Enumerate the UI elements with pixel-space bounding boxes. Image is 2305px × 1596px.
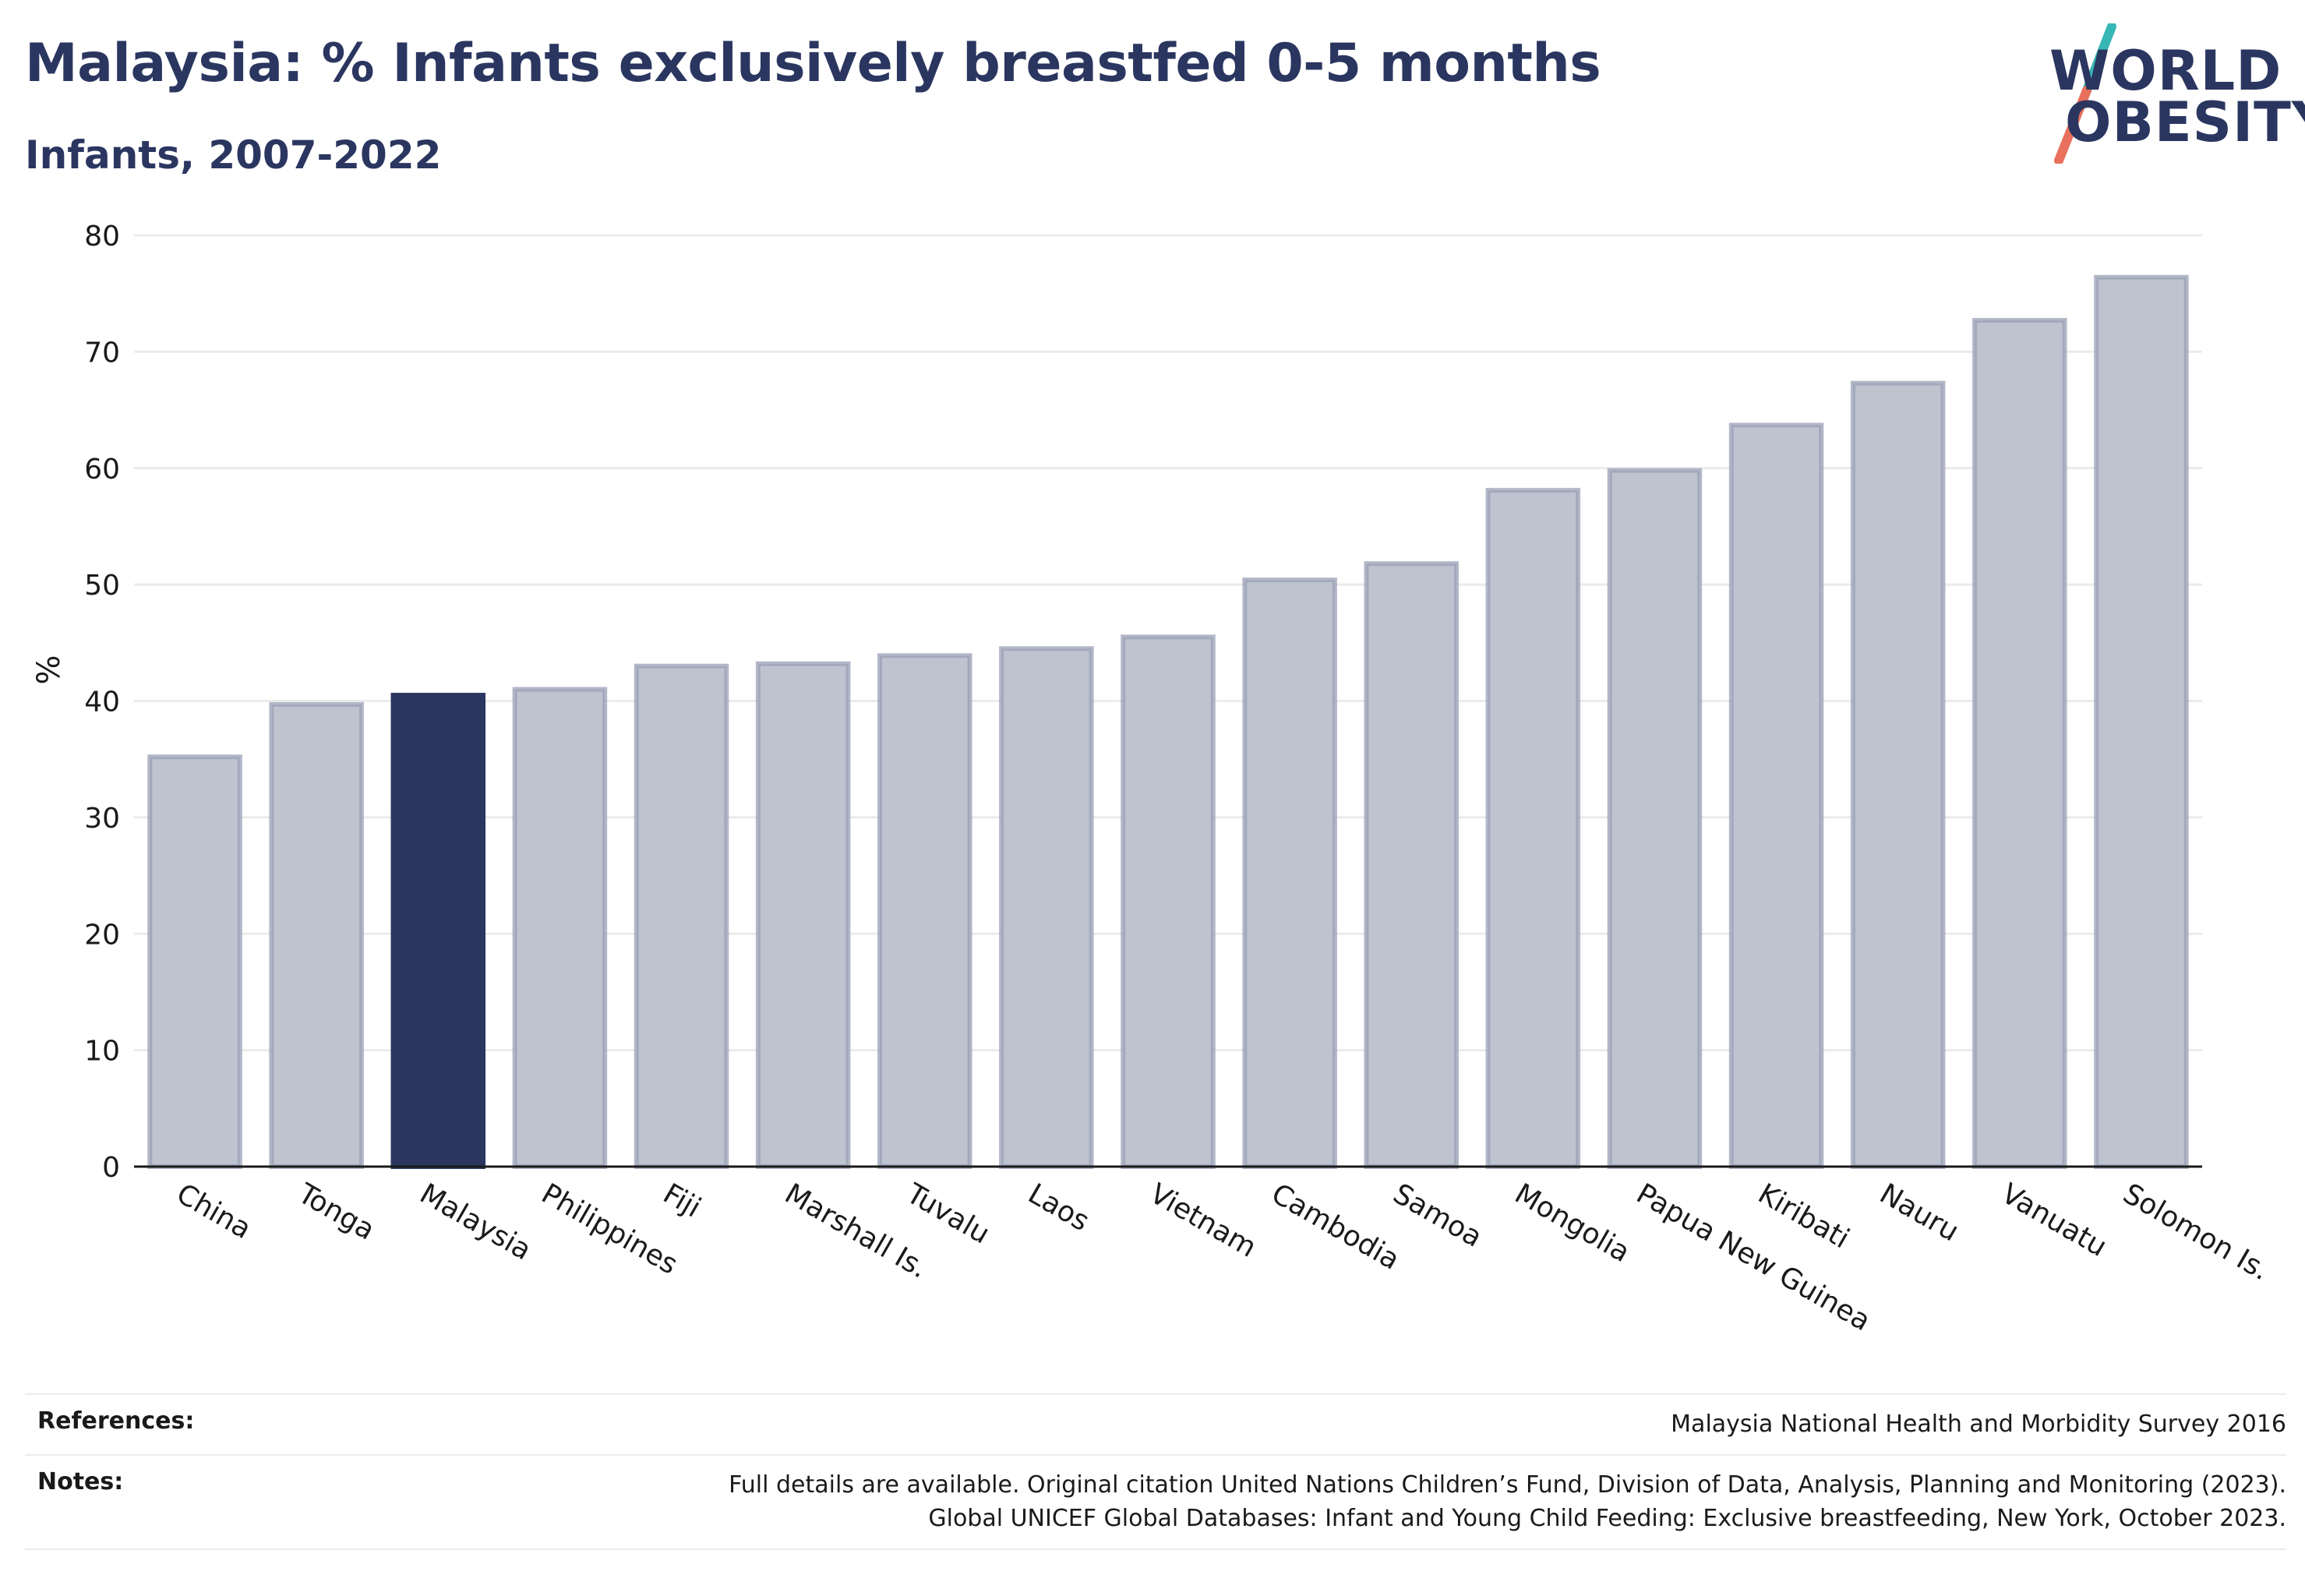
logo-world: WORLD [2049,39,2282,103]
x-tick-label: Malaysia [415,1178,537,1266]
x-tick-label: China [171,1178,257,1245]
x-tick-label: Vietnam [1145,1178,1262,1264]
bar-mongolia [1485,488,1581,1170]
x-tick-label: Nauru [1874,1178,1964,1248]
bar-vietnam [1121,634,1216,1169]
bar-chart: 0 10 20 30 40 50 60 70 80% China Tonga Malaysia Phil… [31,221,2275,1337]
bar-marshall-is [755,661,851,1169]
bar-malaysia [390,693,486,1169]
logo-obesity: OBESITY [2065,90,2305,154]
bar-philippines [512,687,608,1169]
bar-nauru [1850,380,1946,1170]
bar-samoa [1364,561,1459,1169]
bar-vanuatu [1972,318,2067,1170]
bar-papua-new-guinea [1607,468,1703,1169]
x-tick-label: Mongolia [1509,1178,1636,1269]
y-tick-label: 10 [84,1036,120,1068]
x-tick-label: Papua New Guinea [1631,1178,1876,1337]
x-tick-label: Fiji [658,1178,706,1224]
x-tick-label: Laos [1022,1178,1094,1238]
bar-tuvalu [877,653,972,1169]
y-tick-label: 50 [84,570,120,602]
logo-slash-icon [2054,23,2116,164]
chart-footer: References: Malaysia National Health and… [25,1393,2286,1550]
references-label: References: [37,1407,195,1435]
notes-label: Notes: [37,1467,124,1495]
x-tick-label: Philippines [536,1178,683,1280]
x-tick-label: Cambodia [1266,1178,1405,1276]
y-axis-label: % [31,655,67,684]
bar-solomon-is [2094,274,2189,1169]
x-tick-label: Samoa [1388,1178,1488,1254]
bar-tonga [269,701,364,1169]
y-tick-label: 80 [84,221,120,252]
chart-title: Malaysia: % Infants exclusively breastfe… [25,33,1601,94]
y-tick-label: 40 [84,687,120,719]
y-tick-label: 70 [84,337,120,369]
bar-china [147,754,242,1169]
y-tick-label: 60 [84,454,120,486]
notes-line-2: Global UNICEF Global Databases: Infant a… [928,1505,2286,1532]
x-tick-label: Vanuatu [1996,1178,2112,1263]
y-tick-label: 30 [84,803,120,835]
bar-fiji [634,663,729,1169]
references-text: Malaysia National Health and Morbidity S… [1671,1411,2286,1438]
notes-text: Full details are available. Original cit… [729,1468,2286,1536]
bar-kiribati [1728,422,1824,1169]
bar-laos [999,646,1094,1169]
notes-row: Notes: Full details are available. Origi… [25,1453,2286,1550]
chart-subtitle: Infants, 2007-2022 [25,132,442,178]
x-tick-label: Kiribati [1753,1178,1855,1255]
y-tick-label: 0 [102,1152,120,1184]
x-tick-label: Tuvalu [900,1178,994,1251]
x-tick-label: Tonga [292,1178,380,1247]
bar-cambodia [1242,577,1337,1169]
references-row: References: Malaysia National Health and… [25,1393,2286,1454]
notes-line-1: Full details are available. Original cit… [729,1471,2286,1499]
x-tick-label: Solomon Is. [2117,1178,2275,1287]
y-tick-label: 20 [84,919,120,951]
